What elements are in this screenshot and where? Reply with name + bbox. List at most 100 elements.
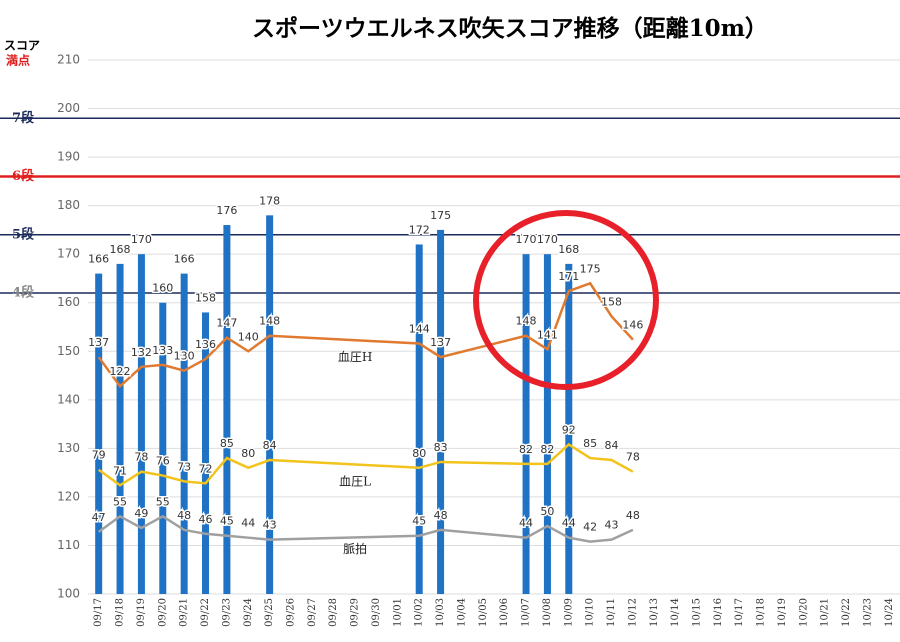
- x-tick-label: 10/16: [713, 598, 724, 627]
- x-tick-label: 09/24: [243, 598, 254, 627]
- y-tick-label: 150: [57, 344, 80, 358]
- x-tick-label: 10/08: [542, 598, 553, 627]
- bar: [95, 273, 103, 594]
- data-label: 140: [238, 330, 259, 343]
- data-label: 43: [263, 519, 277, 532]
- data-label: 133: [152, 344, 173, 357]
- data-label: 50: [540, 505, 554, 518]
- x-tick-label: 09/26: [286, 598, 297, 627]
- x-tick-label: 10/10: [585, 598, 596, 627]
- y-tick-label: 120: [57, 489, 80, 503]
- data-label: 45: [220, 515, 234, 528]
- bar: [180, 273, 188, 594]
- data-label: 42: [583, 521, 597, 534]
- bar: [415, 244, 423, 595]
- x-tick-label: 10/03: [435, 598, 446, 627]
- reference-label: 7段: [12, 110, 34, 126]
- data-label: 122: [110, 365, 131, 378]
- x-tick-label: 10/21: [820, 598, 831, 627]
- x-tick-label: 10/04: [456, 598, 467, 627]
- data-label: 78: [134, 451, 148, 464]
- bar: [266, 215, 274, 594]
- x-tick-label: 10/20: [798, 598, 809, 627]
- y-tick-label: 210: [57, 53, 80, 67]
- data-label: 166: [88, 253, 109, 266]
- x-tick-label: 10/19: [777, 598, 788, 627]
- data-label: 48: [177, 509, 191, 522]
- highlight-circle: [473, 210, 659, 390]
- x-tick-label: 09/25: [264, 598, 275, 627]
- data-label: 158: [195, 291, 216, 304]
- x-tick-label: 10/17: [734, 598, 745, 627]
- x-tick-label: 10/23: [862, 598, 873, 627]
- data-label: 132: [131, 346, 152, 359]
- x-tick-label: 09/29: [350, 598, 361, 627]
- data-label: 82: [519, 443, 533, 456]
- y-tick-label: 140: [57, 392, 80, 406]
- x-tick-label: 10/07: [521, 598, 532, 627]
- data-label: 175: [580, 262, 601, 275]
- data-label: 80: [412, 447, 426, 460]
- data-label: 130: [174, 350, 195, 363]
- data-label: 170: [131, 233, 152, 246]
- data-label: 47: [92, 511, 106, 524]
- x-tick-label: 10/18: [756, 598, 767, 627]
- y-tick-label: 180: [57, 198, 80, 212]
- chart-title: スポーツウエルネス吹矢スコア推移（距離10m）: [252, 15, 768, 42]
- data-label: 136: [195, 338, 216, 351]
- x-tick-label: 10/11: [606, 598, 617, 627]
- data-label: 45: [412, 515, 426, 528]
- data-label: 78: [626, 451, 640, 464]
- bar: [116, 263, 124, 594]
- data-label: 144: [409, 323, 430, 336]
- data-label: 171: [558, 270, 579, 283]
- data-label: 79: [92, 449, 106, 462]
- bar: [202, 312, 210, 594]
- x-tick-label: 09/20: [157, 598, 168, 627]
- x-tick-label: 09/18: [115, 598, 126, 627]
- data-label: 92: [562, 423, 576, 436]
- data-label: 73: [177, 460, 191, 473]
- data-label: 83: [434, 441, 448, 454]
- x-tick-label: 10/15: [692, 598, 703, 627]
- line: [97, 514, 634, 543]
- x-tick-label: 10/05: [478, 598, 489, 627]
- y-tick-label: 190: [57, 150, 80, 164]
- data-label: 84: [605, 439, 619, 452]
- bar: [137, 254, 145, 594]
- data-label: 44: [562, 517, 576, 530]
- y-tick-label: 200: [57, 101, 80, 115]
- data-label: 85: [583, 437, 597, 450]
- x-tick-label: 09/27: [307, 598, 318, 627]
- data-label: 168: [110, 243, 131, 256]
- data-label: 176: [216, 204, 237, 217]
- x-tick-label: 09/17: [93, 598, 104, 627]
- data-label: 148: [516, 315, 537, 328]
- data-label: 168: [558, 243, 579, 256]
- data-label: 44: [241, 517, 255, 530]
- bar: [159, 302, 167, 594]
- data-label: 137: [430, 336, 451, 349]
- y-tick-label: 130: [57, 441, 80, 455]
- data-label: 148: [259, 315, 280, 328]
- x-tick-label: 10/01: [392, 598, 403, 627]
- y-axis-label: 満点: [6, 53, 30, 68]
- x-tick-label: 09/28: [328, 598, 339, 627]
- y-axis-label: スコア: [4, 39, 40, 53]
- data-label: 172: [409, 223, 430, 236]
- data-label: 137: [88, 336, 109, 349]
- y-tick-label: 110: [57, 538, 80, 552]
- bar: [543, 254, 551, 594]
- x-tick-label: 10/02: [414, 598, 425, 627]
- bar: [223, 225, 231, 594]
- data-label: 160: [152, 282, 173, 295]
- series-label: 脈拍: [343, 541, 367, 556]
- x-tick-label: 09/22: [200, 598, 211, 627]
- x-tick-label: 10/24: [884, 598, 895, 627]
- data-label: 85: [220, 437, 234, 450]
- data-label: 170: [516, 233, 537, 246]
- x-tick-label: 10/06: [499, 598, 510, 627]
- x-tick-label: 10/22: [841, 598, 852, 627]
- data-label: 80: [241, 447, 255, 460]
- data-label: 158: [601, 295, 622, 308]
